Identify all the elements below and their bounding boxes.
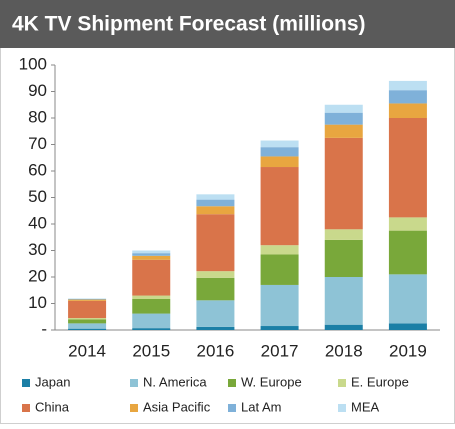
bar-segment xyxy=(324,277,363,325)
bar-segment xyxy=(260,156,299,168)
legend-label: Asia Pacific xyxy=(143,399,211,414)
bar-segment xyxy=(260,167,299,246)
bar-segment xyxy=(196,199,235,207)
bar-segment xyxy=(196,277,235,301)
bar-segment xyxy=(324,137,363,230)
legend-label: Japan xyxy=(35,374,70,389)
bar-segment xyxy=(324,112,363,125)
x-tick-label: 2016 xyxy=(197,341,235,360)
bar-segment xyxy=(132,259,171,296)
legend-swatch xyxy=(22,404,30,412)
legend-label: Lat Am xyxy=(241,399,281,414)
y-tick-label: - xyxy=(41,319,47,338)
bar-segment xyxy=(68,298,107,299)
bar-segment xyxy=(388,80,427,91)
bar-segment xyxy=(324,229,363,240)
x-tick-label: 2014 xyxy=(68,341,106,360)
bar-segment xyxy=(388,274,427,324)
bar-segment xyxy=(132,328,171,330)
y-tick-label: 100 xyxy=(19,54,47,73)
bar-segment xyxy=(260,147,299,157)
y-tick-label: 20 xyxy=(28,266,47,285)
bar-segment xyxy=(260,284,299,327)
y-tick-label: 50 xyxy=(28,187,47,206)
bar-segment xyxy=(196,214,235,272)
bar-segment xyxy=(68,328,107,330)
legend-swatch xyxy=(228,404,236,412)
legend-label: China xyxy=(35,399,70,414)
bar-segment xyxy=(68,300,107,319)
bar-segment xyxy=(196,300,235,327)
legend-swatch xyxy=(130,404,138,412)
bar-segment xyxy=(132,295,171,299)
bar-segment xyxy=(388,90,427,104)
bar-segment xyxy=(132,255,171,260)
chart-title: 4K TV Shipment Forecast (millions) xyxy=(12,13,366,36)
bar-segment xyxy=(388,217,427,231)
bar-segment xyxy=(68,323,107,329)
bar-segment xyxy=(196,194,235,200)
bar-segment xyxy=(132,298,171,314)
bar-segment xyxy=(260,140,299,148)
bar-segment xyxy=(388,230,427,275)
bar-segment xyxy=(324,124,363,138)
bar-segment xyxy=(196,326,235,330)
y-tick-label: 70 xyxy=(28,134,47,153)
y-tick-label: 90 xyxy=(28,81,47,100)
x-tick-label: 2015 xyxy=(132,341,170,360)
legend-swatch xyxy=(338,404,346,412)
bar-segment xyxy=(388,323,427,330)
x-tick-label: 2018 xyxy=(325,341,363,360)
bar-segment xyxy=(324,239,363,277)
y-tick-label: 40 xyxy=(28,213,47,232)
bar-segment xyxy=(260,245,299,255)
bar-segment xyxy=(68,298,107,300)
bar-segment xyxy=(196,271,235,278)
bar-segment xyxy=(68,299,107,301)
legend-label: W. Europe xyxy=(241,374,302,389)
bar-segment xyxy=(68,318,107,320)
y-tick-label: 30 xyxy=(28,240,47,259)
legend-label: MEA xyxy=(351,399,380,414)
legend-label: E. Europe xyxy=(351,374,409,389)
legend-swatch xyxy=(228,379,236,387)
legend-label: N. America xyxy=(143,374,207,389)
bar-segment xyxy=(388,103,427,118)
legend-swatch xyxy=(22,379,30,387)
y-tick-label: 80 xyxy=(28,107,47,126)
x-tick-label: 2019 xyxy=(389,341,427,360)
bar-segment xyxy=(324,104,363,113)
title-banner xyxy=(0,0,455,48)
bar-segment xyxy=(196,206,235,215)
bar-segment xyxy=(260,254,299,285)
y-tick-label: 10 xyxy=(28,293,47,312)
bar-segment xyxy=(260,326,299,330)
bar-segment xyxy=(324,324,363,330)
bar-segment xyxy=(68,319,107,324)
legend-swatch xyxy=(338,379,346,387)
bar-segment xyxy=(388,118,427,218)
bar-segment xyxy=(132,253,171,256)
y-tick-label: 60 xyxy=(28,160,47,179)
legend-swatch xyxy=(130,379,138,387)
bar-segment xyxy=(132,313,171,329)
bar-segment xyxy=(132,250,171,254)
x-tick-label: 2017 xyxy=(261,341,299,360)
